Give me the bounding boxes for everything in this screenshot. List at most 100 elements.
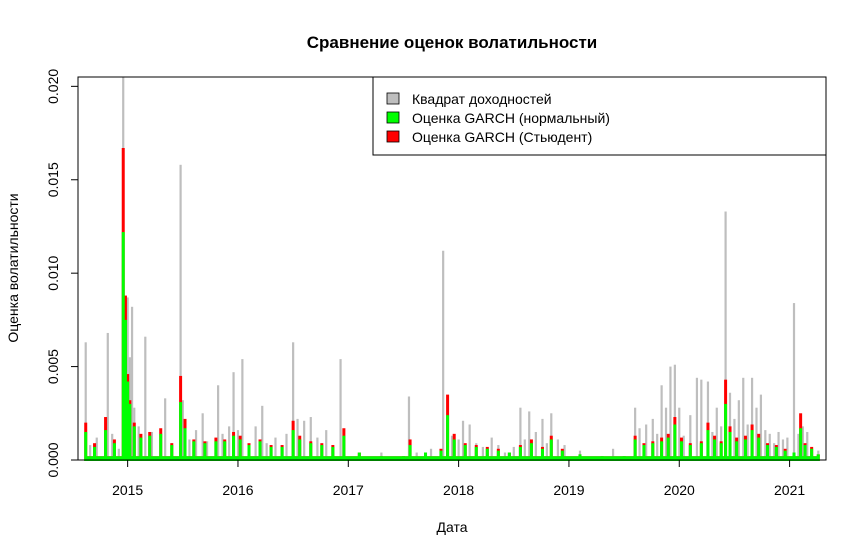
garch-normal-bar: [706, 430, 710, 461]
y-axis-label: Оценка волатильности: [5, 193, 21, 342]
squared-return-bar: [188, 439, 191, 461]
y-tick-label: 0.020: [45, 69, 61, 104]
garch-normal-bar: [642, 445, 646, 461]
squared-return-bar: [742, 377, 745, 461]
garch-normal-bar: [660, 441, 664, 461]
squared-return-bar: [746, 424, 749, 461]
garch-normal-bar: [496, 450, 500, 461]
squared-return-bar: [750, 377, 754, 461]
squared-return-bar: [656, 433, 659, 461]
garch-normal-bar: [518, 446, 522, 461]
x-tick-label: 2019: [553, 482, 584, 498]
legend-swatch-squared-returns: [386, 92, 400, 105]
squared-return-bar: [292, 342, 295, 461]
squared-return-bar: [407, 396, 411, 461]
squared-return-bar: [164, 398, 167, 461]
squared-return-bar: [556, 439, 560, 461]
squared-return-bar: [150, 431, 154, 461]
squared-return-bar: [457, 439, 460, 461]
garch-normal-bar: [728, 431, 732, 461]
squared-return-bar: [221, 433, 224, 461]
garch-normal-bar: [159, 433, 163, 461]
garch-normal-bar: [724, 403, 728, 461]
garch-normal-bar: [408, 445, 412, 461]
garch-normal-bar: [132, 426, 136, 461]
squared-return-bar: [429, 448, 433, 461]
squared-return-bar: [205, 441, 209, 461]
garch-normal-bar: [331, 446, 335, 461]
x-tick-label: 2021: [774, 482, 805, 498]
garch-normal-bar: [743, 439, 747, 461]
garch-normal-bar: [139, 437, 143, 461]
squared-return-bar: [801, 426, 804, 461]
garch-normal-bar: [699, 443, 703, 461]
x-axis: 2015 2016 2017 2018 2019 2020 2021: [112, 459, 805, 498]
squared-return-bar: [130, 306, 134, 461]
squared-return-bar: [106, 332, 109, 461]
squared-return-bar: [695, 377, 699, 461]
garch-normal-bar: [816, 454, 820, 461]
squared-return-bar: [296, 418, 299, 461]
legend-swatch-garch-normal: [386, 111, 400, 124]
garch-normal-bar: [446, 415, 450, 461]
squared-return-bar: [490, 437, 493, 461]
garch-normal-bar: [238, 439, 242, 461]
garch-normal-bar: [298, 439, 302, 461]
garch-normal-bar: [342, 435, 346, 461]
squared-return-bar: [325, 430, 328, 461]
squared-return-bar: [194, 430, 198, 461]
garch-student-bars: [84, 148, 820, 461]
squared-return-bar: [303, 420, 306, 461]
garch-normal-bar: [291, 430, 295, 461]
garch-normal-bar: [735, 441, 739, 461]
garch-normal-bar: [183, 428, 187, 461]
garch-normal-bars: [84, 232, 820, 461]
legend-label-garch-student: Оценка GARCH (Стьюдент): [412, 129, 592, 145]
garch-normal-bar: [799, 428, 803, 461]
garch-normal-bar: [309, 443, 313, 461]
garch-normal-bar: [214, 441, 218, 461]
squared-return-bar: [678, 407, 681, 461]
squared-return-bar: [768, 433, 771, 461]
squared-return-bar: [84, 342, 87, 461]
legend-label-squared-returns: Квадрат доходностей: [412, 91, 552, 107]
squared-return-bar: [461, 420, 465, 461]
garch-normal-bar-baseline: [85, 456, 819, 461]
squared-return-bar: [660, 385, 663, 461]
squared-return-bar: [733, 418, 736, 461]
squared-return-bar: [700, 379, 703, 461]
garch-normal-bar: [485, 448, 489, 461]
legend: Квадрат доходностей Оценка GARCH (нормал…: [372, 76, 827, 156]
garch-normal-bar: [93, 446, 97, 461]
squared-return-bar: [285, 433, 288, 461]
squared-return-bar: [781, 439, 785, 461]
garch-normal-bar: [529, 443, 533, 461]
x-tick-label: 2018: [443, 482, 474, 498]
squared-return-bar: [144, 336, 147, 461]
squared-return-bar: [711, 431, 714, 461]
garch-normal-bar: [104, 430, 108, 461]
squared-return-bar: [95, 437, 98, 461]
squared-return-bar: [217, 385, 220, 461]
squared-return-bar: [309, 417, 312, 461]
squared-return-bar: [117, 448, 120, 461]
squared-return-bar: [261, 405, 264, 461]
garch-normal-bar: [633, 439, 637, 461]
x-tick-label: 2017: [333, 482, 364, 498]
y-tick-label: 0.005: [45, 349, 61, 384]
chart-title: Сравнение оценок волатильности: [307, 33, 598, 52]
garch-normal-bar: [269, 446, 273, 461]
garch-normal-bar: [84, 431, 88, 461]
squared-return-bar: [181, 400, 184, 461]
squared-return-bar: [528, 411, 531, 461]
x-tick-label: 2016: [222, 482, 253, 498]
garch-normal-bar: [673, 424, 677, 461]
squared-return-bar: [111, 433, 114, 461]
garch-normal-bar: [666, 437, 670, 461]
garch-normal-bar: [121, 232, 125, 461]
garch-normal-bar: [320, 445, 324, 461]
squared-return-bar: [773, 443, 776, 461]
squared-return-bar: [228, 426, 231, 461]
squared-return-bar: [545, 443, 548, 461]
garch-normal-bar: [123, 319, 127, 461]
